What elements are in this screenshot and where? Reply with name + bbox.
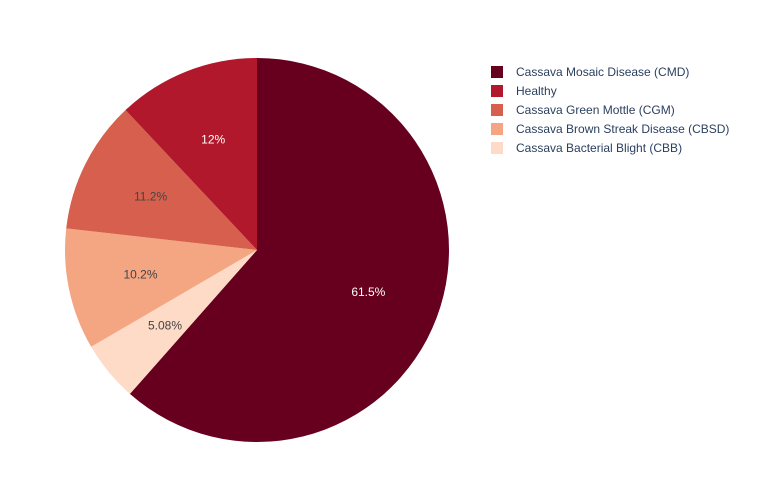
pie-slices xyxy=(65,58,450,442)
legend-swatch xyxy=(491,66,503,78)
legend-item[interactable]: Cassava Brown Streak Disease (CBSD) xyxy=(491,122,729,136)
slice-value-label: 11.2% xyxy=(134,190,167,204)
pie-slice[interactable] xyxy=(129,58,450,442)
legend-label: Cassava Bacterial Blight (CBB) xyxy=(516,141,682,155)
legend-swatch xyxy=(491,85,503,97)
slice-value-label: 12% xyxy=(201,132,225,146)
legend-item[interactable]: Healthy xyxy=(491,84,557,98)
legend-swatch xyxy=(491,123,503,135)
legend-item[interactable]: Cassava Green Mottle (CGM) xyxy=(491,103,675,117)
legend-label: Cassava Green Mottle (CGM) xyxy=(516,103,675,117)
legend-label: Cassava Mosaic Disease (CMD) xyxy=(516,65,689,79)
pie-slice[interactable] xyxy=(65,228,257,347)
pie-slice[interactable] xyxy=(66,110,257,250)
slice-value-label: 5.08% xyxy=(148,319,182,333)
slice-value-label: 10.2% xyxy=(124,268,158,282)
legend-swatch xyxy=(491,142,503,154)
pie-slice[interactable] xyxy=(91,250,257,394)
pie-slice-labels: 61.5% 5.08% 10.2% 11.2% 12% xyxy=(124,132,386,332)
pie-slice[interactable] xyxy=(125,58,258,250)
legend-item[interactable]: Cassava Bacterial Blight (CBB) xyxy=(491,141,682,155)
legend-label: Cassava Brown Streak Disease (CBSD) xyxy=(516,122,729,136)
legend-label: Healthy xyxy=(516,84,557,98)
legend-item[interactable]: Cassava Mosaic Disease (CMD) xyxy=(491,65,689,79)
legend: Cassava Mosaic Disease (CMD) Healthy Cassa… xyxy=(491,65,729,155)
slice-value-label: 61.5% xyxy=(351,285,385,299)
legend-swatch xyxy=(491,104,503,116)
